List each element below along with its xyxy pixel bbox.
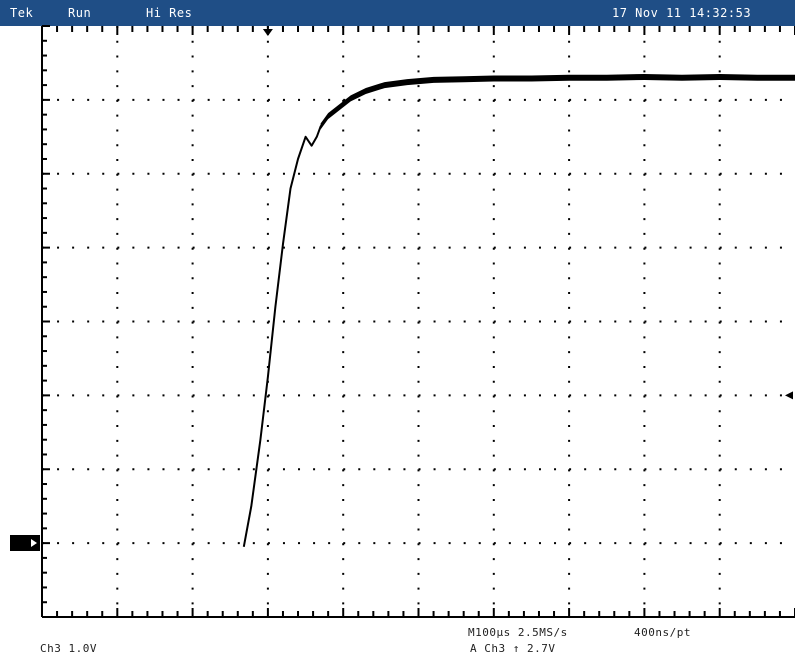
- acquisition-mode-label: Hi Res: [146, 6, 193, 20]
- timestamp-label: 17 Nov 11 14:32:53: [612, 6, 752, 20]
- brand-label: Tek: [10, 6, 34, 20]
- waveform-trace: [242, 74, 795, 547]
- channel3-ground-marker-icon: [10, 535, 40, 551]
- trigger-readout: A Ch3 ↑ 2.7V: [470, 642, 556, 655]
- waveform-line: [242, 76, 795, 547]
- resolution-readout: 400ns/pt: [634, 626, 691, 639]
- channel-scale-readout: Ch3 1.0V: [40, 642, 97, 655]
- status-bar: Tek Run Hi Res 17 Nov 11 14:32:53: [0, 0, 795, 26]
- waveform-noise-envelope: [320, 74, 795, 130]
- run-state-label: Run: [68, 6, 92, 20]
- graticule: [41, 25, 795, 618]
- timebase-readout: M100µs 2.5MS/s: [468, 626, 568, 639]
- trigger-level-marker-icon: [785, 391, 793, 400]
- trigger-position-marker-icon: [262, 29, 273, 36]
